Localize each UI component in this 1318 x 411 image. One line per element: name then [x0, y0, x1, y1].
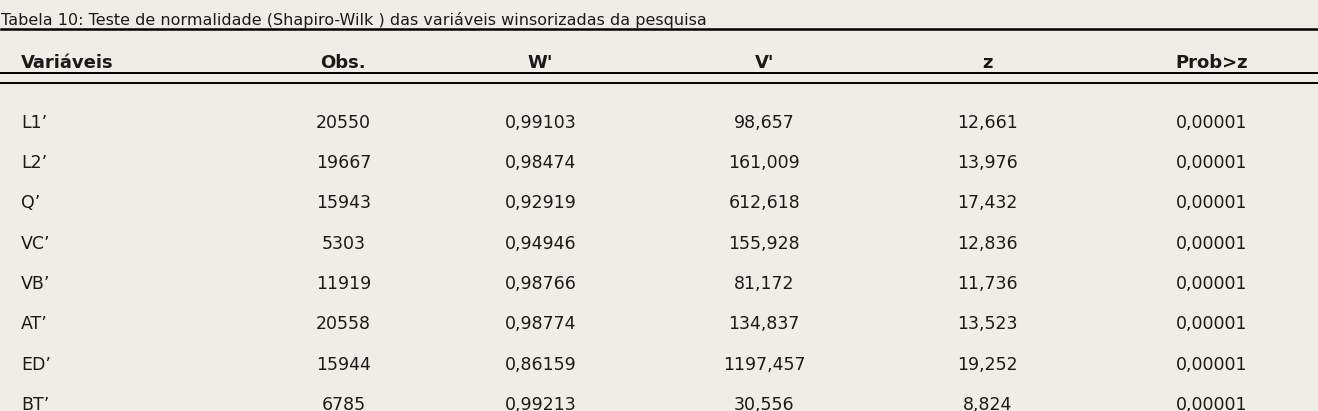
Text: 20550: 20550	[316, 113, 370, 132]
Text: Variáveis: Variáveis	[21, 54, 113, 72]
Text: 612,618: 612,618	[729, 194, 800, 212]
Text: 13,523: 13,523	[958, 315, 1017, 333]
Text: z: z	[982, 54, 992, 72]
Text: 11,736: 11,736	[957, 275, 1017, 293]
Text: 15944: 15944	[316, 356, 370, 374]
Text: 0,00001: 0,00001	[1176, 275, 1247, 293]
Text: 19667: 19667	[315, 154, 372, 172]
Text: 0,00001: 0,00001	[1176, 356, 1247, 374]
Text: 12,836: 12,836	[957, 235, 1017, 253]
Text: 6785: 6785	[322, 396, 365, 411]
Text: 0,00001: 0,00001	[1176, 315, 1247, 333]
Text: 0,86159: 0,86159	[505, 356, 576, 374]
Text: 8,824: 8,824	[963, 396, 1012, 411]
Text: Obs.: Obs.	[320, 54, 366, 72]
Text: L2’: L2’	[21, 154, 47, 172]
Text: 0,00001: 0,00001	[1176, 154, 1247, 172]
Text: 30,556: 30,556	[734, 396, 795, 411]
Text: 0,99103: 0,99103	[505, 113, 576, 132]
Text: 0,00001: 0,00001	[1176, 113, 1247, 132]
Text: 0,98474: 0,98474	[505, 154, 576, 172]
Text: 98,657: 98,657	[734, 113, 795, 132]
Text: 17,432: 17,432	[958, 194, 1017, 212]
Text: 0,00001: 0,00001	[1176, 396, 1247, 411]
Text: 81,172: 81,172	[734, 275, 795, 293]
Text: 19,252: 19,252	[957, 356, 1017, 374]
Text: VC’: VC’	[21, 235, 50, 253]
Text: W': W'	[529, 54, 554, 72]
Text: 0,00001: 0,00001	[1176, 235, 1247, 253]
Text: BT’: BT’	[21, 396, 49, 411]
Text: Q’: Q’	[21, 194, 41, 212]
Text: 20558: 20558	[316, 315, 370, 333]
Text: 15943: 15943	[316, 194, 370, 212]
Text: ED’: ED’	[21, 356, 51, 374]
Text: 0,92919: 0,92919	[505, 194, 576, 212]
Text: 12,661: 12,661	[957, 113, 1019, 132]
Text: 13,976: 13,976	[957, 154, 1019, 172]
Text: Prob>z: Prob>z	[1176, 54, 1248, 72]
Text: 0,00001: 0,00001	[1176, 194, 1247, 212]
Text: L1’: L1’	[21, 113, 47, 132]
Text: 134,837: 134,837	[729, 315, 800, 333]
Text: V': V'	[754, 54, 774, 72]
Text: AT’: AT’	[21, 315, 47, 333]
Text: 11919: 11919	[316, 275, 370, 293]
Text: 0,98774: 0,98774	[505, 315, 576, 333]
Text: 0,99213: 0,99213	[505, 396, 576, 411]
Text: 1197,457: 1197,457	[724, 356, 805, 374]
Text: Tabela 10: Teste de normalidade (Shapiro-Wilk ) das variáveis winsorizadas da pe: Tabela 10: Teste de normalidade (Shapiro…	[1, 12, 708, 28]
Text: 161,009: 161,009	[729, 154, 800, 172]
Text: VB’: VB’	[21, 275, 50, 293]
Text: 155,928: 155,928	[729, 235, 800, 253]
Text: 0,94946: 0,94946	[505, 235, 576, 253]
Text: 5303: 5303	[322, 235, 365, 253]
Text: 0,98766: 0,98766	[505, 275, 576, 293]
